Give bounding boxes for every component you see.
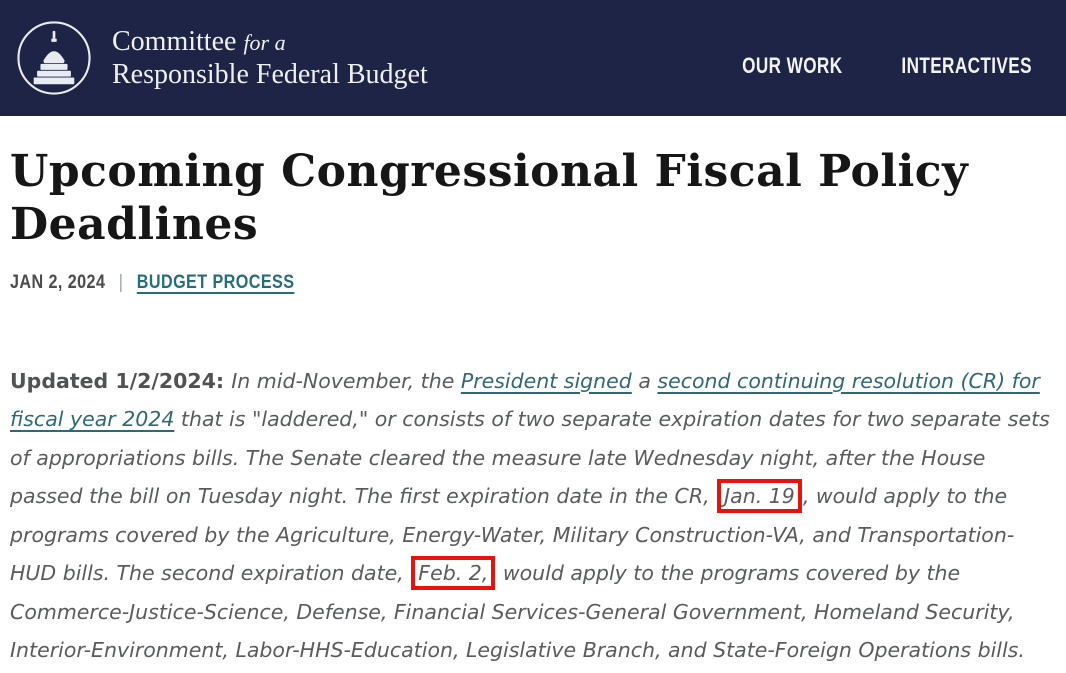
paragraph-bold-lead: Updated 1/2/2024: [10,368,232,393]
paragraph-text: that is "laddered," or consists of two s… [10,407,1050,509]
article-content: Upcoming Congressional Fiscal Policy Dea… [0,146,1066,670]
paragraph-text: a [631,368,658,393]
paragraph-text: In mid-November, the [231,368,461,393]
meta-separator: | [118,271,124,293]
nav-item-our-work[interactable]: OUR WORK [742,53,843,78]
inline-link[interactable]: President signed [460,368,632,393]
highlighted-date-annotation: Feb. 2, [411,556,496,591]
article-meta: JAN 2, 2024 | BUDGET PROCESS [10,272,899,294]
logo-line2: Responsible Federal Budget [112,59,428,90]
inline-link[interactable]: second continuing resolution (CR) for fi… [10,368,1040,432]
site-header: Committee for a Responsible Federal Budg… [0,0,1066,116]
page-title: Upcoming Congressional Fiscal Policy Dea… [10,146,969,250]
logo-line1: Committee [112,25,237,57]
main-nav: OUR WORK INTERACTIVES [728,53,1066,79]
article-paragraph: Updated 1/2/2024: In mid-November, the P… [10,362,1056,670]
nav-item-interactives[interactable]: INTERACTIVES [901,53,1032,78]
article-date: JAN 2, 2024 [10,271,106,293]
logo-line1-italic: for a [243,29,286,55]
paragraph-text: would apply to the programs covered by t… [10,561,1025,663]
paragraph-text: , would apply to the programs covered by… [10,484,1015,586]
site-logo-text: Committee for a Responsible Federal Budg… [112,25,428,91]
capitol-dome-icon [17,21,91,95]
site-logo[interactable]: Committee for a Responsible Federal Budg… [0,14,428,102]
category-link-budget-process[interactable]: BUDGET PROCESS [136,271,295,293]
highlighted-date-annotation: Jan. 19 [717,479,802,514]
